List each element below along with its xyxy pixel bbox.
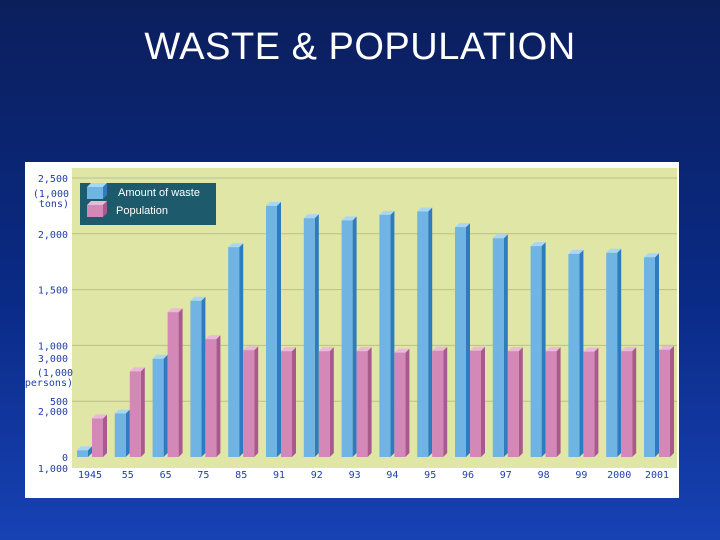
bar-chart: 0 500 1,000 1,500 2,000 2,500 1,000 2,000 3,000… — [25, 168, 677, 481]
legend: Amount of waste Population — [80, 183, 216, 225]
population-bar — [659, 345, 674, 457]
population-bar — [318, 347, 334, 457]
right-axis-unit: (1,000 — [37, 368, 73, 379]
x-axis-labels: 1945 55 65 75 85 91 92 93 94 95 96 97 98 99 2000 2001 — [78, 470, 669, 481]
waste-bar — [417, 207, 433, 457]
legend-label-waste: Amount of waste — [118, 187, 200, 199]
waste-bar — [492, 234, 508, 457]
waste-bar — [644, 253, 659, 457]
legend-label-population: Population — [116, 205, 168, 217]
population-bar — [394, 348, 410, 457]
population-bar — [167, 308, 183, 457]
waste-bar — [606, 248, 622, 457]
population-bar — [432, 346, 448, 457]
population-bar — [281, 347, 296, 457]
legend-swatch-waste — [87, 183, 107, 199]
x-tick-label: 85 — [235, 470, 247, 481]
waste-bar — [341, 216, 357, 457]
left-tick-label: 2,000 — [38, 230, 68, 241]
x-tick-label: 96 — [462, 470, 474, 481]
left-tick-label: 1,500 — [38, 286, 68, 297]
left-axis-ticks: 0 500 1,000 1,500 2,000 2,500 — [38, 174, 68, 464]
legend-swatch-population — [87, 201, 107, 217]
x-tick-label: 91 — [273, 470, 285, 481]
x-tick-label: 95 — [424, 470, 436, 481]
right-axis-ticks: 1,000 2,000 3,000 — [38, 354, 68, 475]
x-tick-label: 1945 — [78, 470, 102, 481]
x-tick-label: 2001 — [645, 470, 669, 481]
waste-bar — [152, 354, 168, 457]
waste-bar — [114, 409, 130, 457]
waste-bar — [266, 201, 281, 457]
waste-bar — [455, 223, 470, 457]
left-axis-unit: (1,000 — [33, 189, 69, 200]
right-tick-label: 2,000 — [38, 407, 68, 418]
waste-bar — [530, 242, 546, 457]
x-tick-label: 2000 — [607, 470, 631, 481]
population-bar — [507, 347, 523, 457]
chart-panel: 0 500 1,000 1,500 2,000 2,500 1,000 2,000 3,000… — [25, 162, 679, 498]
waste-bar — [568, 249, 584, 457]
right-tick-label: 3,000 — [38, 354, 68, 365]
left-tick-label: 500 — [50, 397, 68, 408]
left-tick-label: 2,500 — [38, 174, 68, 185]
population-bar — [129, 367, 145, 457]
population-bar — [470, 346, 485, 457]
waste-bar — [228, 243, 244, 457]
population-bar — [356, 347, 372, 457]
waste-bar — [303, 214, 319, 457]
x-tick-label: 93 — [349, 470, 361, 481]
bars — [77, 201, 674, 457]
x-tick-label: 99 — [575, 470, 587, 481]
x-tick-label: 98 — [538, 470, 550, 481]
x-tick-label: 55 — [122, 470, 134, 481]
population-bar — [92, 414, 107, 457]
x-tick-label: 92 — [311, 470, 323, 481]
x-tick-label: 97 — [500, 470, 512, 481]
population-bar — [583, 347, 599, 457]
left-tick-label: 1,000 — [38, 341, 68, 352]
left-axis-unit: tons) — [39, 199, 69, 210]
x-tick-label: 75 — [197, 470, 209, 481]
left-tick-label: 0 — [62, 453, 68, 464]
x-tick-label: 65 — [160, 470, 172, 481]
population-bar — [243, 346, 259, 457]
slide-title: WASTE & POPULATION — [144, 26, 576, 68]
population-bar — [621, 347, 637, 457]
waste-bar — [379, 210, 395, 457]
population-bar — [205, 335, 221, 457]
waste-bar — [190, 296, 206, 457]
x-tick-label: 94 — [386, 470, 398, 481]
right-axis-unit: persons) — [25, 378, 73, 389]
waste-bar — [77, 446, 92, 457]
population-bar — [545, 347, 561, 457]
right-tick-label: 1,000 — [38, 464, 68, 475]
